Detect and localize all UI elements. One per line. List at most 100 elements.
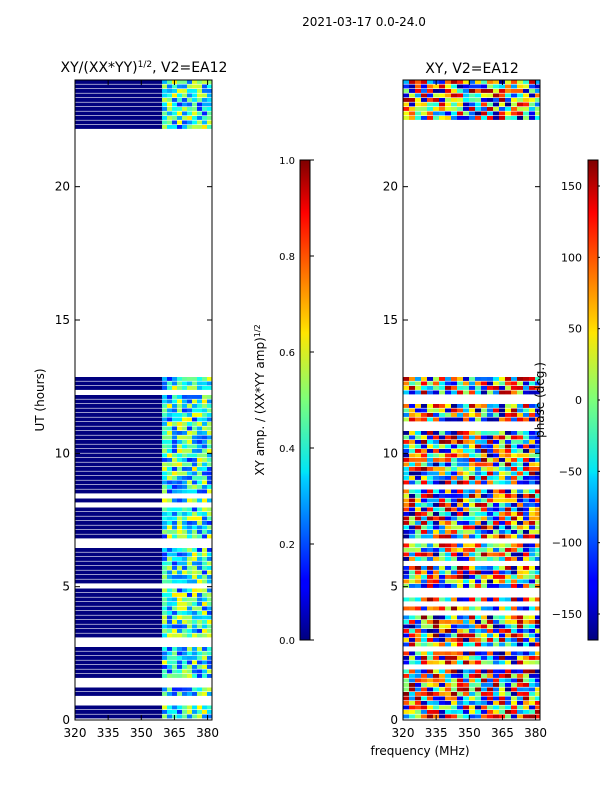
phase-heatmap-cell xyxy=(529,111,535,116)
phase-heatmap-cell xyxy=(451,638,457,642)
phase-heatmap-cell xyxy=(403,714,409,719)
amplitude-heatmap-cell xyxy=(192,417,197,422)
amplitude-heatmap-cell xyxy=(207,660,212,665)
amplitude-heatmap-cell xyxy=(187,570,192,575)
phase-heatmap-cell xyxy=(505,566,511,570)
amplitude-heatmap-cell xyxy=(207,714,212,719)
amplitude-heatmap-cell xyxy=(177,512,182,516)
amplitude-heatmap-cell xyxy=(182,620,187,624)
phase-heatmap-cell xyxy=(403,548,409,552)
phase-heatmap-cell xyxy=(427,408,433,413)
amplitude-heatmap-cell xyxy=(172,116,177,120)
phase-heatmap-cell xyxy=(505,98,511,102)
amplitude-heatmap-cell xyxy=(192,386,197,390)
phase-heatmap-cell xyxy=(439,449,445,453)
amplitude-heatmap-cell xyxy=(197,512,202,516)
phase-heatmap-cell xyxy=(427,377,433,381)
phase-heatmap-cell xyxy=(403,417,409,422)
phase-heatmap-cell xyxy=(529,669,535,674)
phase-heatmap-cell xyxy=(487,404,493,408)
amplitude-heatmap-cell xyxy=(197,602,202,606)
phase-heatmap-cell xyxy=(499,467,505,471)
phase-title: XY, V2=EA12 xyxy=(425,61,519,77)
phase-heatmap-cell xyxy=(439,534,445,539)
phase-heatmap-cell xyxy=(511,440,517,444)
phase-heatmap-cell xyxy=(451,471,457,476)
amplitude-heatmap-cell xyxy=(207,395,212,399)
phase-heatmap-cell xyxy=(445,701,451,705)
phase-heatmap-cell xyxy=(535,449,540,453)
amplitude-heatmap-cell xyxy=(202,111,207,116)
phase-heatmap-cell xyxy=(427,462,433,467)
amplitude-heatmap-cell xyxy=(187,480,192,485)
phase-heatmap-cell xyxy=(421,386,427,390)
amplitude-heatmap-cell xyxy=(192,93,197,98)
phase-heatmap-cell xyxy=(523,386,529,390)
phase-heatmap-cell xyxy=(517,683,523,687)
phase-heatmap-cell xyxy=(481,444,487,449)
phase-heatmap-cell xyxy=(511,521,517,525)
phase-heatmap-cell xyxy=(487,687,493,692)
amplitude-heatmap-cell xyxy=(202,530,207,534)
phase-heatmap-cell xyxy=(535,431,540,435)
phase-heatmap-cell xyxy=(487,705,493,710)
phase-heatmap-cell xyxy=(529,435,535,440)
amplitude-heatmap-cell xyxy=(202,552,207,557)
phase-heatmap-cell xyxy=(445,417,451,422)
amplitude-heatmap-cell xyxy=(202,98,207,102)
phase-heatmap-cell xyxy=(499,111,505,116)
amplitude-heatmap-cell xyxy=(202,674,207,678)
amplitude-heatmap-cell xyxy=(192,665,197,669)
phase-heatmap-cell xyxy=(403,570,409,575)
phase-heatmap-cell xyxy=(439,575,445,579)
amplitude-heatmap-cell xyxy=(167,453,172,458)
amplitude-heatmap-cell xyxy=(187,395,192,399)
amplitude-heatmap-cell xyxy=(182,611,187,615)
phase-heatmap-cell xyxy=(487,521,493,525)
amplitude-heatmap-cell xyxy=(207,620,212,624)
phase-heatmap-cell xyxy=(529,597,535,602)
phase-heatmap-cell xyxy=(457,705,463,710)
phase-heatmap-cell xyxy=(427,548,433,552)
phase-heatmap-cell xyxy=(475,687,481,692)
amplitude-heatmap-cell xyxy=(75,512,163,516)
amplitude-heatmap-cell xyxy=(202,431,207,435)
phase-heatmap-cell xyxy=(439,480,445,485)
amplitude-heatmap-cell xyxy=(187,467,192,471)
amplitude-heatmap-cell xyxy=(167,120,172,125)
phase-heatmap-cell xyxy=(517,494,523,498)
phase-heatmap-cell xyxy=(517,467,523,471)
phase-heatmap-cell xyxy=(433,525,439,530)
phase-heatmap-cell xyxy=(403,449,409,453)
amplitude-heatmap-cell xyxy=(197,399,202,404)
phase-heatmap-cell xyxy=(427,692,433,696)
amplitude-heatmap-cell xyxy=(75,489,163,494)
phase-heatmap-cell xyxy=(475,548,481,552)
amplitude-heatmap-cell xyxy=(192,381,197,386)
amplitude-heatmap-cell xyxy=(177,422,182,426)
phase-heatmap-cell xyxy=(511,386,517,390)
phase-heatmap-cell xyxy=(433,507,439,512)
phase-heatmap-cell xyxy=(523,620,529,624)
phase-heatmap-cell xyxy=(469,417,475,422)
amplitude-colorbar-tick-label: 1.0 xyxy=(279,156,295,167)
phase-heatmap-cell xyxy=(505,476,511,480)
phase-heatmap-cell xyxy=(469,638,475,642)
phase-heatmap-cell xyxy=(487,102,493,107)
phase-heatmap-cell xyxy=(523,678,529,683)
amplitude-heatmap-cell xyxy=(172,602,177,606)
amplitude-heatmap-cell xyxy=(172,404,177,408)
phase-heatmap-cell xyxy=(433,444,439,449)
phase-heatmap-cell xyxy=(469,467,475,471)
phase-heatmap-cell xyxy=(439,516,445,521)
phase-heatmap-cell xyxy=(511,84,517,89)
phase-heatmap-cell xyxy=(415,656,421,660)
phase-heatmap-cell xyxy=(403,642,409,647)
phase-heatmap-cell xyxy=(499,458,505,462)
phase-heatmap-cell xyxy=(433,701,439,705)
amplitude-heatmap-cell xyxy=(192,620,197,624)
amplitude-heatmap-cell xyxy=(197,408,202,413)
phase-heatmap-cell xyxy=(469,575,475,579)
amplitude-heatmap-cell xyxy=(177,566,182,570)
amplitude-heatmap-cell xyxy=(197,597,202,602)
